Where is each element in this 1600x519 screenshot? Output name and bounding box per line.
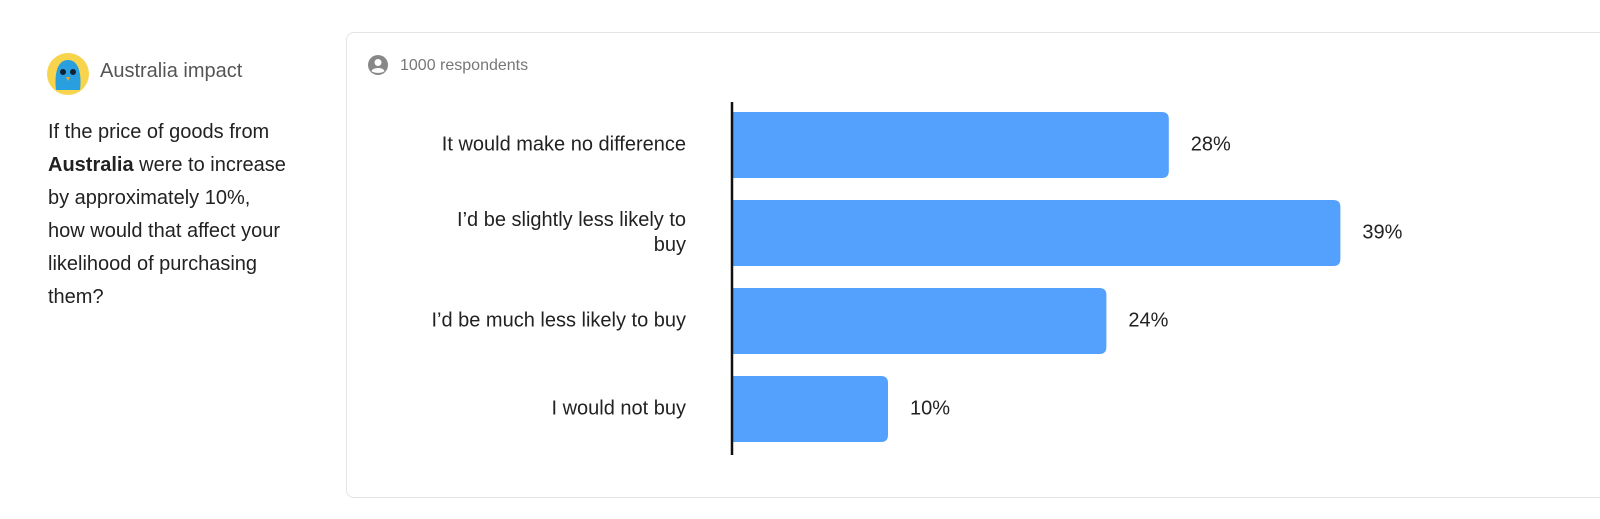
side-title: Australia impact	[100, 60, 243, 82]
avatar	[47, 53, 89, 95]
bar	[732, 200, 1341, 266]
bar	[732, 376, 888, 442]
bar	[732, 288, 1107, 354]
value-label: 24%	[1128, 309, 1168, 331]
category-label: I’d be slightly less likely to buy	[457, 209, 686, 256]
value-label: 39%	[1362, 221, 1402, 243]
question-bold: Australia	[48, 154, 134, 176]
bar	[732, 112, 1169, 178]
value-label: 28%	[1191, 133, 1231, 155]
question: If the price of goods from Australia wer…	[48, 116, 288, 314]
question-text: were to increase by approximately 10%, h…	[48, 154, 286, 308]
user-icon	[368, 55, 388, 75]
category-label: It would make no difference	[441, 133, 686, 156]
value-label: 10%	[910, 397, 950, 419]
category-label: I’d be much less likely to buy	[431, 309, 686, 332]
question-text: If the price of goods from	[48, 121, 270, 143]
respondents: 1000 respondents	[400, 57, 529, 74]
category-label: I would not buy	[551, 397, 686, 420]
card	[346, 32, 1600, 498]
